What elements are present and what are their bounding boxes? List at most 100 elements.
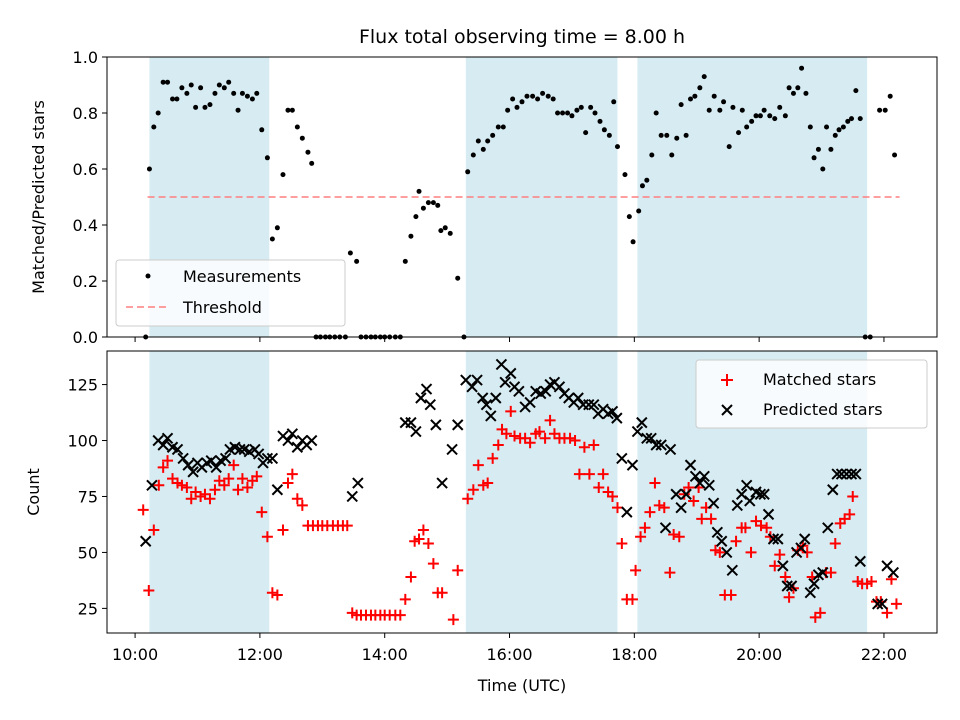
predicted-star-point: [286, 428, 299, 440]
predicted-star-point: [430, 419, 442, 431]
matched-star-point: [162, 455, 174, 467]
measurement-point: [160, 79, 166, 85]
bottom-plot-frame: [106, 350, 938, 634]
measurement-point: [212, 90, 218, 96]
predicted-star-point: [831, 468, 843, 480]
predicted-star-point: [698, 470, 710, 483]
predicted-star-point: [840, 468, 853, 480]
predicted-star-point: [808, 578, 820, 590]
measurement-point: [555, 110, 561, 116]
measurement-point: [636, 208, 642, 214]
predicted-star-point: [505, 367, 517, 380]
matched-star-point: [405, 571, 417, 583]
predicted-star-point: [524, 396, 536, 409]
measurement-point: [202, 104, 208, 110]
measurement-point: [198, 85, 204, 91]
measurement-point: [347, 250, 353, 256]
matched-star-point: [725, 589, 737, 601]
bottom-x-ticks: 10:00 12:00 14:00 16:00 18:00 20:00 22:00: [112, 633, 907, 664]
matched-star-point: [814, 607, 826, 619]
predicted-star-point: [777, 560, 789, 572]
predicted-star-point: [645, 432, 657, 444]
predicted-star-point: [772, 533, 784, 545]
matched-star-point: [241, 482, 253, 494]
measurement-point: [299, 135, 305, 141]
measurement-point: [188, 82, 194, 88]
matched-star-point: [436, 587, 448, 599]
bottom-y-tick-label: 50: [78, 543, 98, 562]
predicted-star-point: [720, 546, 733, 559]
measurement-point: [614, 144, 620, 150]
measurement-point: [231, 90, 237, 96]
predicted-star-point: [887, 566, 900, 579]
predicted-star-point: [513, 385, 525, 397]
predicted-star-point: [266, 452, 279, 465]
matched-star-point: [176, 479, 188, 491]
matched-star-point: [597, 468, 609, 480]
measurement-point: [674, 135, 680, 141]
matched-star-point: [573, 468, 585, 480]
predicted-star-point: [436, 477, 448, 489]
measurement-point: [761, 107, 767, 113]
matched-star-point: [714, 546, 726, 558]
measurement-point: [565, 110, 571, 116]
matched-star-point: [801, 546, 813, 558]
predicted-star-point: [499, 376, 511, 389]
predicted-star-point: [845, 468, 858, 480]
measurement-point: [592, 110, 598, 116]
measurement-point: [430, 200, 436, 206]
measurement-point: [170, 96, 176, 102]
predicted-star-point: [616, 452, 628, 465]
measurement-point: [408, 233, 414, 239]
top-y-tick-label: 0.6: [73, 160, 98, 179]
x-tick-label: 20:00: [736, 645, 782, 664]
matched-star-point: [593, 482, 605, 494]
predicted-star-point: [553, 381, 566, 393]
measurement-point: [706, 107, 712, 113]
matched-star-point: [653, 499, 665, 511]
measurement-point: [658, 132, 664, 138]
measurement-point: [782, 113, 788, 119]
predicted-star-point: [636, 416, 648, 429]
x-tick-label: 14:00: [362, 645, 408, 664]
matched-star-point: [181, 482, 193, 494]
measurement-point: [500, 124, 506, 130]
matched-star-point: [544, 414, 556, 426]
predicted-star-point: [271, 484, 284, 496]
predicted-star-point: [485, 410, 497, 422]
measurement-point: [294, 124, 300, 130]
matched-star-point: [143, 584, 155, 596]
matched-star-point: [881, 607, 893, 619]
predicted-star-point: [415, 392, 427, 404]
measurement-point: [280, 172, 286, 178]
measurement-point: [435, 202, 441, 208]
matched-star-point: [492, 439, 504, 451]
measurement-point: [892, 152, 898, 158]
measurement-point: [772, 116, 778, 122]
matched-star-point: [539, 432, 551, 444]
matched-star-point: [844, 508, 856, 520]
matched-star-point: [291, 493, 303, 505]
predicted-star-point: [827, 484, 839, 496]
measurement-point: [786, 85, 792, 91]
matched-star-point: [482, 477, 494, 489]
measurement-point: [274, 225, 280, 231]
predicted-star-point: [744, 495, 756, 507]
measurement-point: [757, 113, 763, 119]
measurement-point: [683, 132, 689, 138]
predicted-star-point: [694, 477, 706, 489]
matched-star-point: [157, 461, 169, 473]
predicted-star-point: [606, 405, 619, 418]
measurement-point: [510, 96, 516, 102]
predicted-star-point: [540, 385, 552, 397]
x-tick-label: 16:00: [486, 645, 532, 664]
measurement-point: [480, 146, 486, 152]
predicted-star-point: [583, 399, 595, 411]
measurement-point: [207, 102, 213, 108]
matched-star-point: [282, 477, 294, 489]
matched-star-point: [745, 546, 757, 558]
measurements-panel: 0.0 0.2 0.4 0.6 0.8 1.0 Flux total observing …: [29, 26, 938, 347]
predicted-star-point: [715, 535, 728, 547]
measurement-point: [803, 90, 809, 96]
matched-star-point: [251, 470, 263, 482]
